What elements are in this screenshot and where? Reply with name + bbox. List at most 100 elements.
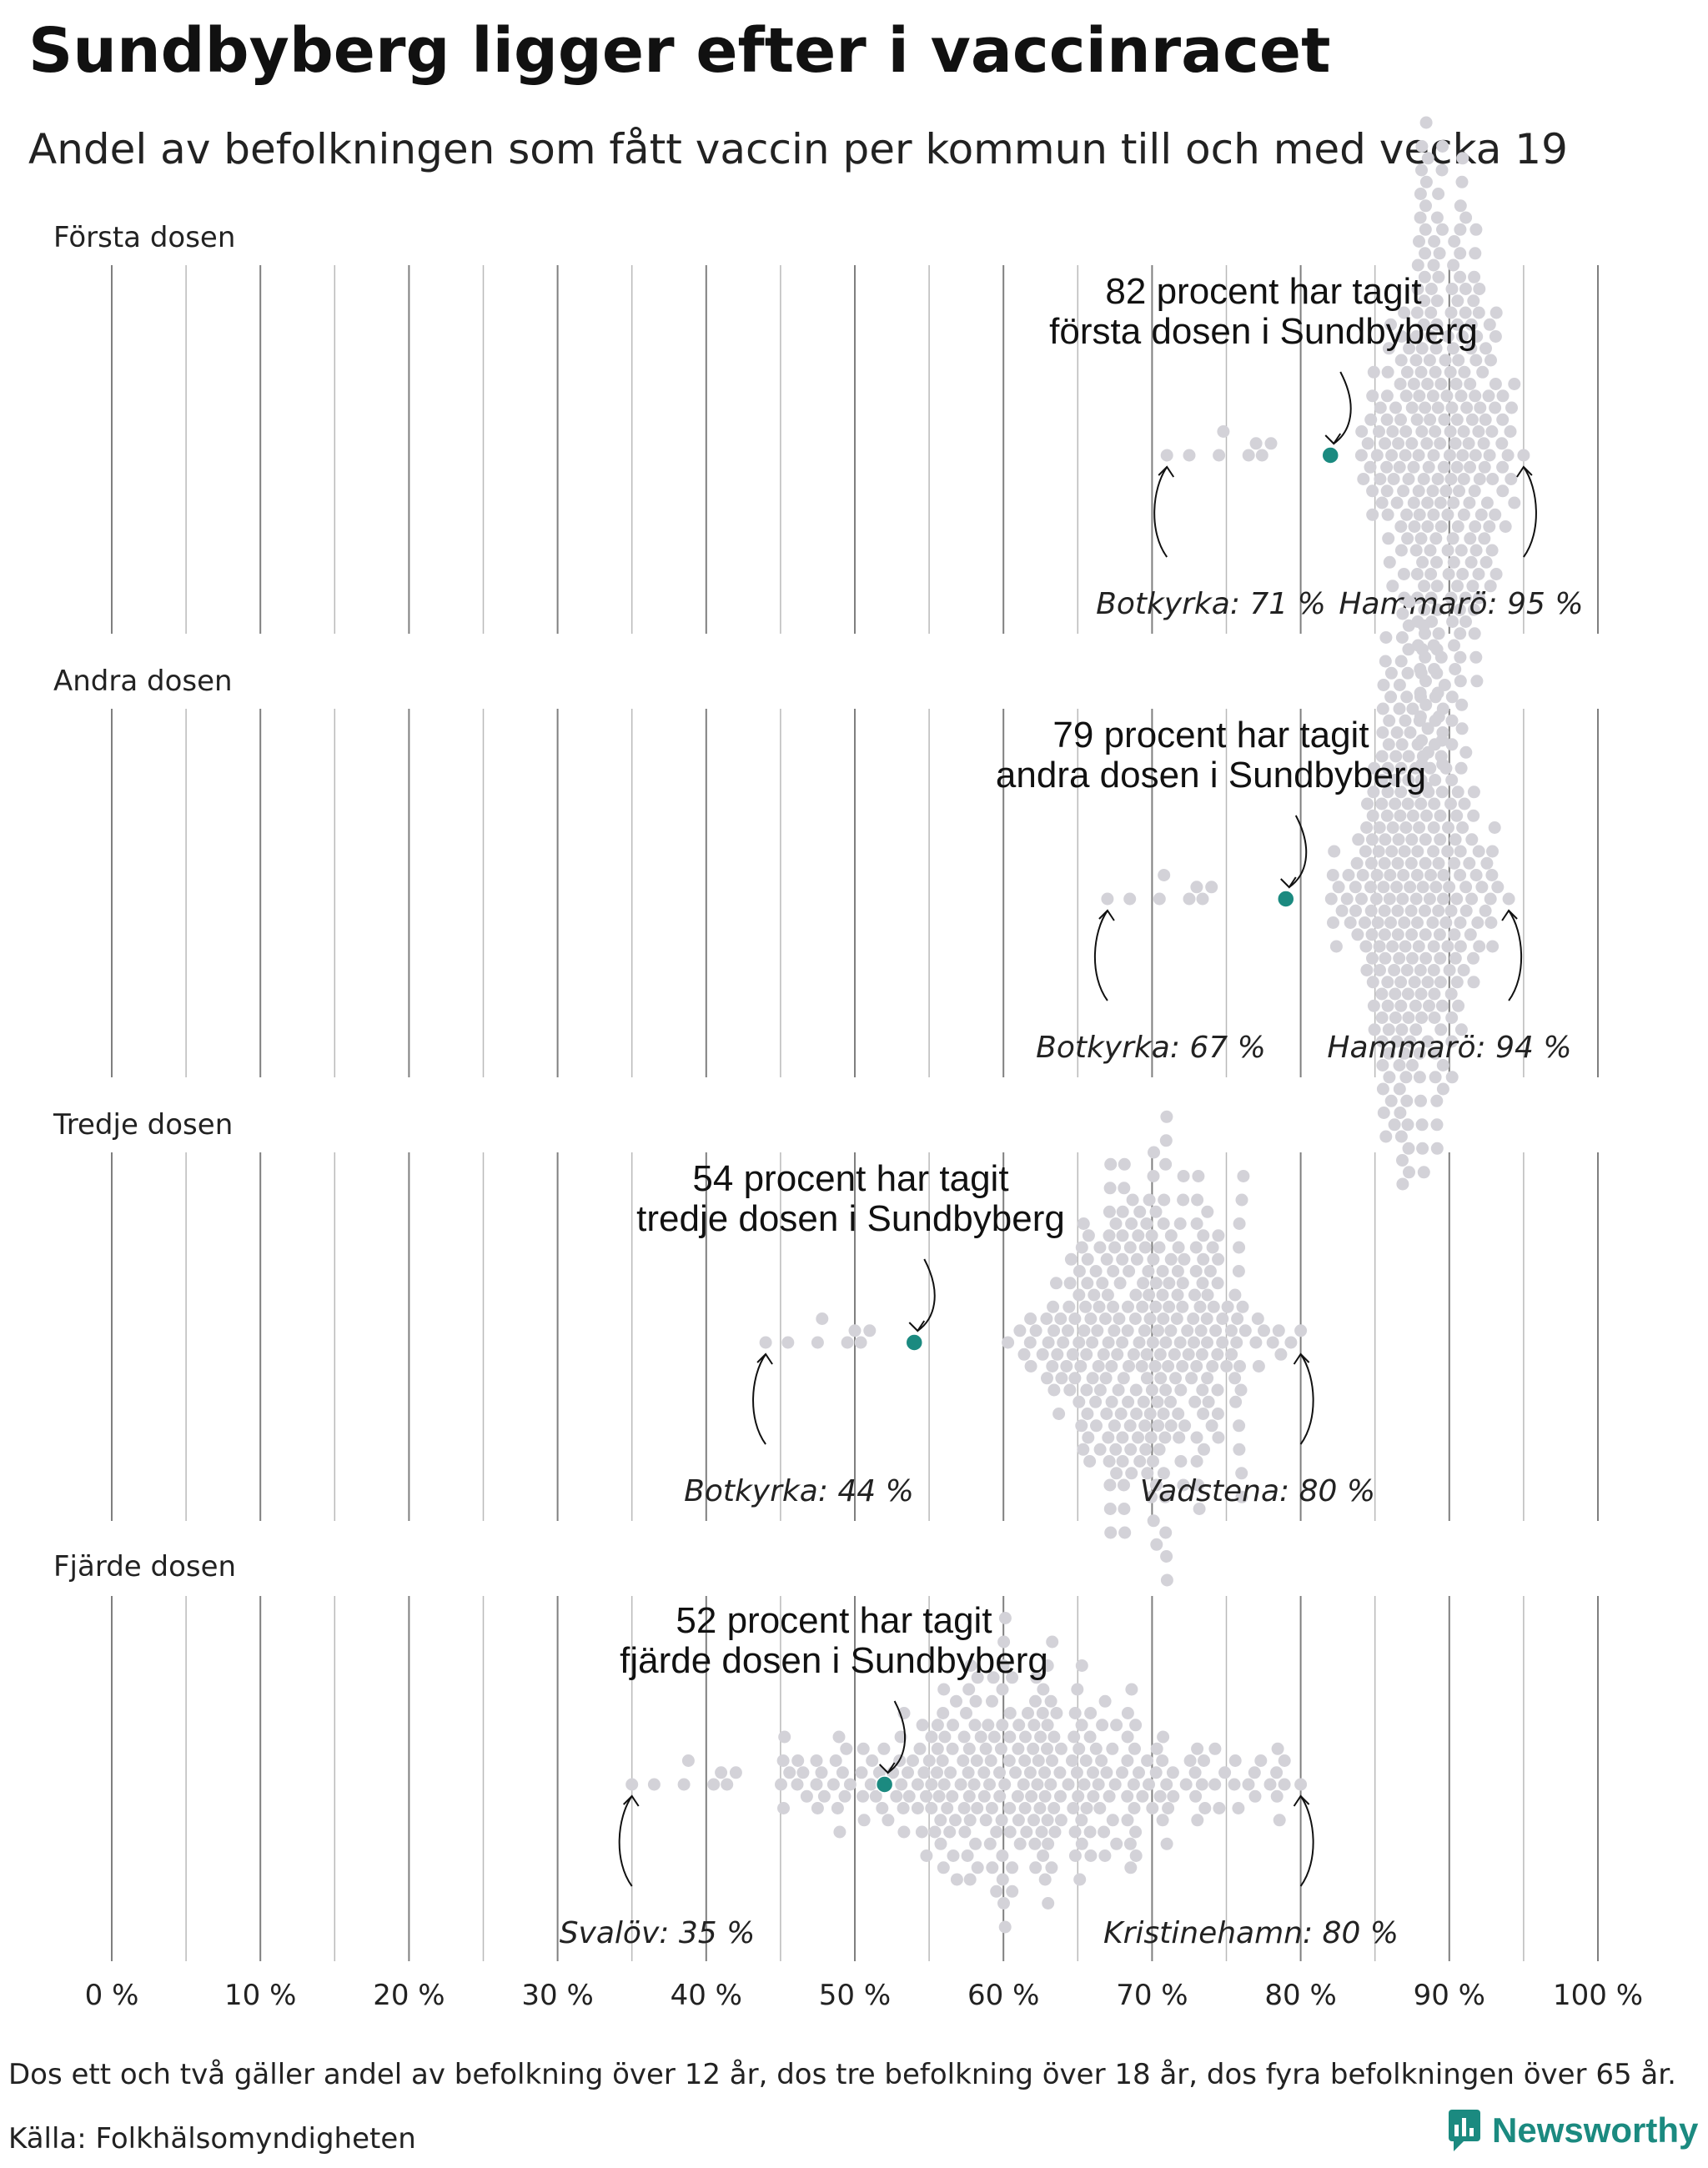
municipality-dot — [1454, 869, 1467, 881]
municipality-dot — [967, 1778, 981, 1791]
municipality-dot — [1125, 1217, 1138, 1230]
municipality-dot — [1093, 1802, 1107, 1814]
municipality-dot — [1224, 1324, 1238, 1337]
municipality-dot — [1445, 714, 1459, 727]
municipality-dot — [833, 1825, 846, 1839]
municipality-dot — [937, 1861, 950, 1874]
municipality-dot — [1378, 904, 1391, 917]
municipality-dot — [1469, 247, 1482, 260]
municipality-dot — [1397, 484, 1410, 498]
municipality-dot — [1405, 437, 1419, 450]
municipality-dot — [1167, 1789, 1180, 1803]
municipality-dot — [1375, 797, 1389, 810]
municipality-dot — [1402, 1142, 1415, 1155]
municipality-dot — [1394, 976, 1408, 989]
municipality-dot — [1379, 951, 1392, 965]
municipality-dot — [1079, 1300, 1093, 1313]
municipality-dot — [1417, 1166, 1430, 1179]
municipality-dot — [1441, 845, 1454, 858]
municipality-dot — [841, 1336, 854, 1349]
municipality-dot — [1019, 1730, 1032, 1744]
municipality-dot — [1178, 1252, 1191, 1266]
municipality-dot — [1442, 821, 1454, 834]
municipality-dot — [1437, 460, 1450, 474]
municipality-dot — [1414, 188, 1427, 200]
municipality-dot — [1367, 365, 1380, 379]
municipality-dot — [1050, 1277, 1062, 1290]
municipality-dot — [1012, 1719, 1026, 1732]
municipality-dot — [1364, 904, 1378, 917]
municipality-dot — [1448, 856, 1461, 870]
municipality-dot — [1391, 928, 1404, 941]
municipality-dot — [1116, 1431, 1129, 1444]
newsworthy-logo[interactable]: Newsworthy — [1447, 2108, 1698, 2153]
municipality-dot — [937, 1683, 951, 1696]
municipality-dot — [1434, 496, 1447, 509]
municipality-dot — [1024, 1360, 1037, 1373]
municipality-dot — [1422, 785, 1435, 799]
municipality-dot — [1442, 568, 1455, 580]
municipality-dot — [1447, 496, 1460, 509]
municipality-dot — [1158, 1193, 1171, 1207]
municipality-dot — [1398, 845, 1411, 858]
municipality-dot — [1380, 484, 1394, 498]
municipality-dot — [1430, 580, 1444, 593]
municipality-dot — [1202, 1395, 1215, 1408]
municipality-dot — [1190, 881, 1203, 894]
municipality-dot — [1428, 987, 1441, 1001]
municipality-dot — [1116, 1205, 1129, 1218]
municipality-dot — [1472, 845, 1485, 858]
municipality-dot — [1193, 1300, 1207, 1313]
callout-arrowhead — [878, 1762, 896, 1774]
municipality-dot — [1092, 1360, 1105, 1373]
municipality-dot — [1400, 365, 1414, 379]
municipality-dot — [1393, 951, 1406, 965]
municipality-dot — [1355, 892, 1368, 906]
municipality-dot — [902, 1789, 916, 1803]
municipality-dot — [1389, 401, 1402, 414]
municipality-dot — [1360, 964, 1374, 976]
municipality-dot — [1450, 460, 1464, 474]
municipality-dot — [1231, 1312, 1244, 1325]
municipality-dot — [1469, 389, 1482, 403]
municipality-dot — [1419, 223, 1432, 236]
municipality-dot — [1118, 1503, 1131, 1515]
municipality-dot — [1176, 1277, 1189, 1290]
callout-line: tredje dosen i Sundbyberg — [636, 1198, 1065, 1239]
municipality-dot — [1252, 1360, 1265, 1373]
municipality-dot — [1208, 1742, 1222, 1755]
municipality-dot — [1468, 484, 1481, 498]
municipality-dot — [1116, 1252, 1129, 1266]
municipality-dot — [1143, 1193, 1156, 1207]
municipality-dot — [1449, 437, 1462, 450]
municipality-dot — [1412, 449, 1425, 462]
municipality-dot — [1198, 1754, 1210, 1767]
municipality-dot — [1382, 1023, 1395, 1036]
municipality-dot — [1419, 401, 1432, 414]
municipality-dot — [1415, 163, 1428, 177]
municipality-dot — [1023, 1336, 1037, 1349]
municipality-dot — [1121, 1814, 1134, 1827]
municipality-dot — [1419, 833, 1432, 846]
municipality-dot — [1027, 1814, 1040, 1827]
municipality-dot — [1198, 1802, 1212, 1814]
max-label: Hammarö: 94 % — [1327, 1031, 1571, 1065]
municipality-dot — [1126, 1193, 1139, 1207]
panel-gap — [0, 1077, 1708, 1152]
municipality-dot — [1183, 892, 1196, 906]
municipality-dot — [776, 1754, 790, 1767]
municipality-dot — [1439, 761, 1453, 775]
municipality-dot — [1284, 1336, 1298, 1349]
municipality-dot — [1483, 318, 1496, 331]
x-tick-label: 40 % — [671, 1979, 742, 2012]
municipality-dot — [838, 1789, 851, 1803]
min-label: Botkyrka: 67 % — [1036, 1031, 1266, 1065]
municipality-dot — [1190, 1360, 1203, 1373]
municipality-dot — [934, 1814, 947, 1827]
municipality-dot — [907, 1754, 919, 1767]
municipality-dot — [1190, 1217, 1203, 1230]
municipality-dot — [843, 1778, 857, 1791]
municipality-dot — [1483, 520, 1496, 533]
municipality-dot — [1123, 1265, 1136, 1277]
municipality-dot — [1100, 1766, 1113, 1779]
